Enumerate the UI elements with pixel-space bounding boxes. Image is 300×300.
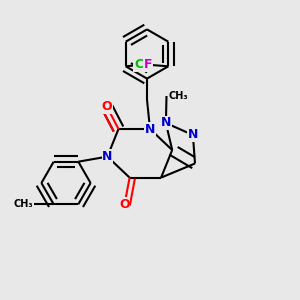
Text: CH₃: CH₃ <box>168 91 188 101</box>
Text: N: N <box>161 116 171 130</box>
Text: Cl: Cl <box>134 58 147 71</box>
Text: CH₃: CH₃ <box>13 199 33 209</box>
Text: F: F <box>144 58 152 71</box>
Text: N: N <box>102 150 112 163</box>
Text: N: N <box>145 122 155 136</box>
Text: N: N <box>188 128 198 142</box>
Text: O: O <box>101 100 112 113</box>
Text: O: O <box>119 198 130 211</box>
